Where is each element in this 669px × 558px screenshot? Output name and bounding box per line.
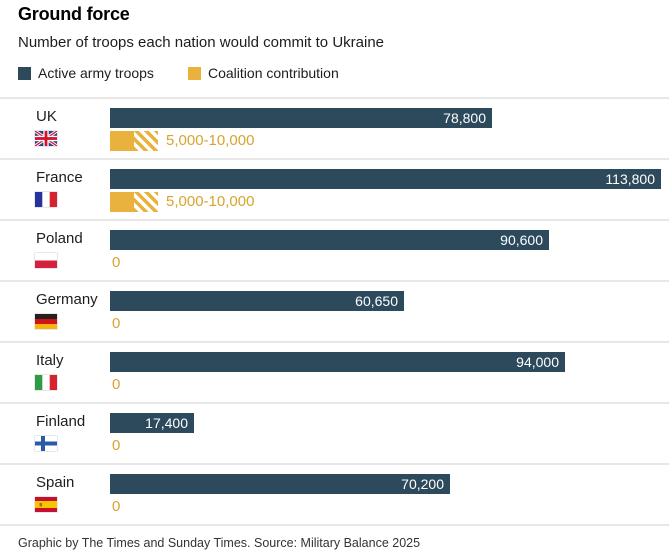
country-label: Germany: [36, 291, 98, 308]
active-troops-bar: 17,400: [110, 413, 194, 433]
country-row: Italy 94,000 0: [0, 341, 669, 402]
legend: Active army troops Coalition contributio…: [18, 65, 339, 81]
country-row: Finland 17,400 0: [0, 402, 669, 463]
bar-chart: UK 78,800 5,000-10,000 France 113,800 5,…: [0, 97, 669, 526]
country-flag-es-icon: [35, 497, 57, 512]
active-troops-swatch-icon: [18, 66, 31, 80]
country-flag-gb-icon: [35, 131, 57, 146]
country-row: Spain 70,200 0: [0, 463, 669, 524]
country-flag-fi-icon: [35, 436, 57, 451]
active-troops-bar: 94,000: [110, 352, 565, 372]
country-label: UK: [36, 108, 57, 125]
country-label: Spain: [36, 474, 75, 491]
country-flag-pl-icon: [35, 253, 57, 268]
active-troops-bar: 70,200: [110, 474, 450, 494]
coalition-bar-solid: [110, 131, 134, 151]
country-flag-de-icon: [35, 314, 57, 329]
coalition-value-label: 5,000-10,000: [166, 193, 255, 210]
country-row: Poland 90,600 0: [0, 219, 669, 280]
legend-label: Coalition contribution: [208, 65, 339, 81]
chart-title: Ground force: [18, 4, 130, 24]
active-troops-bar: 113,800: [110, 169, 661, 189]
coalition-bar-hatched: [134, 131, 158, 151]
legend-item-coalition: Coalition contribution: [188, 65, 339, 81]
country-label: Poland: [36, 230, 83, 247]
footer-credit: Graphic by The Times and Sunday Times. S…: [18, 536, 421, 550]
active-troops-bar: 90,600: [110, 230, 549, 250]
coalition-bar-solid: [110, 192, 134, 212]
country-row: UK 78,800 5,000-10,000: [0, 97, 669, 158]
country-flag-fr-icon: [35, 192, 57, 207]
coalition-value-label: 0: [112, 437, 121, 454]
active-troops-bar: 78,800: [110, 108, 492, 128]
legend-label: Active army troops: [38, 65, 154, 81]
country-label: Finland: [36, 413, 86, 430]
legend-item-active-troops: Active army troops: [18, 65, 188, 81]
coalition-value-label: 0: [112, 254, 121, 271]
coalition-value-label: 0: [112, 498, 121, 515]
country-label: France: [36, 169, 83, 186]
country-label: Italy: [36, 352, 64, 369]
coalition-value-label: 0: [112, 315, 121, 332]
country-row: France 113,800 5,000-10,000: [0, 158, 669, 219]
country-flag-it-icon: [35, 375, 57, 390]
coalition-bar-hatched: [134, 192, 158, 212]
chart-subtitle: Number of troops each nation would commi…: [18, 34, 385, 51]
active-troops-bar: 60,650: [110, 291, 404, 311]
coalition-value-label: 5,000-10,000: [166, 132, 255, 149]
coalition-swatch-icon: [188, 66, 201, 80]
country-row: Germany 60,650 0: [0, 280, 669, 341]
coalition-value-label: 0: [112, 376, 121, 393]
